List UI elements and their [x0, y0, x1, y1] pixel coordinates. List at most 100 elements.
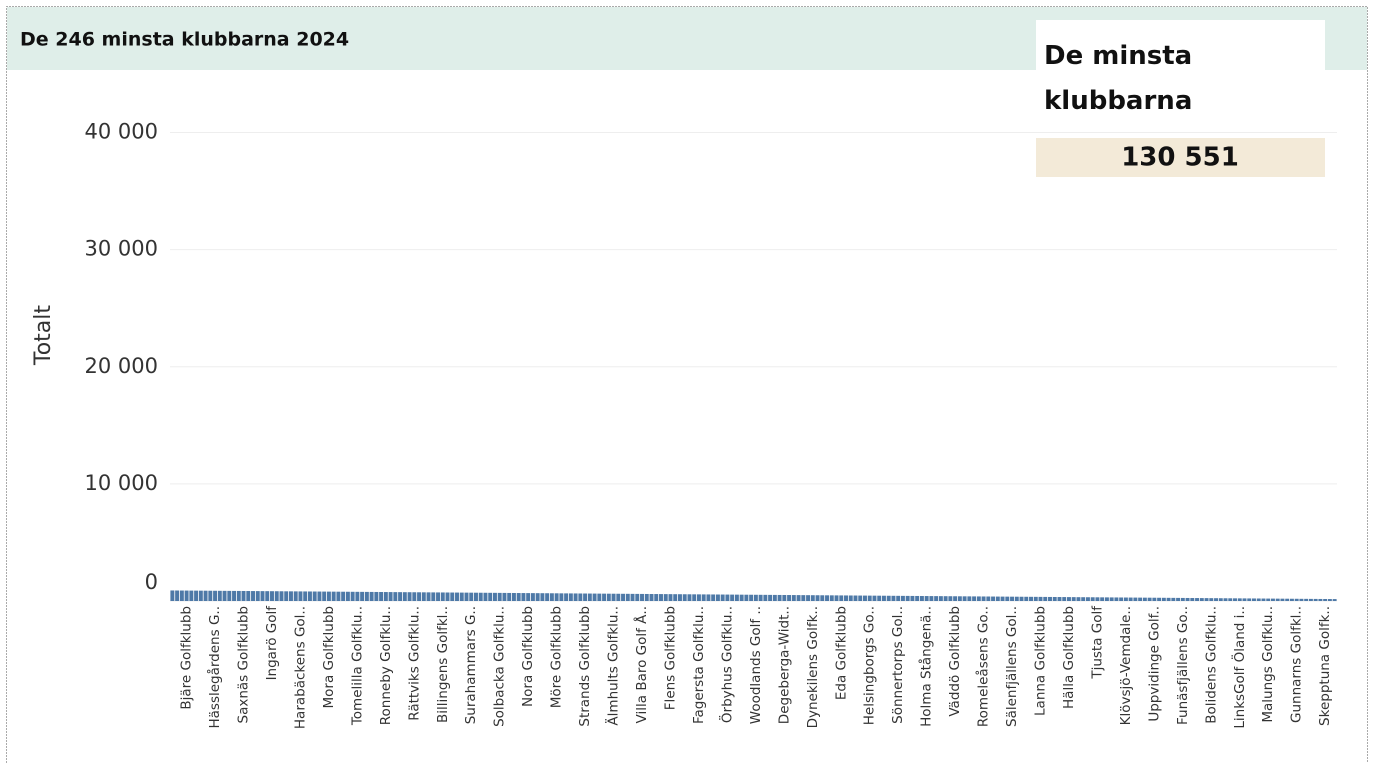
x-tick-label: Funäsfjällens Go..	[1175, 606, 1191, 725]
bar	[222, 590, 227, 601]
bar	[1304, 598, 1309, 601]
bar	[184, 590, 189, 601]
bar	[1285, 598, 1290, 601]
bar	[659, 594, 663, 601]
kpi-value: 130 551	[1121, 143, 1239, 173]
bar	[1266, 598, 1271, 601]
x-tick-label: LinksGolf Öland i..	[1230, 606, 1248, 729]
bar	[711, 594, 716, 601]
bar	[1180, 597, 1185, 601]
kpi-value-box	[1036, 138, 1325, 177]
x-tick-label: Saxnäs Golfklubb	[236, 606, 252, 723]
bar	[464, 592, 469, 601]
y-tick-label: 0	[145, 570, 158, 594]
bar	[967, 596, 972, 601]
bar	[592, 593, 597, 601]
bar	[995, 596, 1000, 601]
bar	[1090, 597, 1095, 601]
bar	[649, 594, 654, 601]
x-tick-label: Sönnertorps Gol..	[890, 606, 906, 724]
x-tick-label: Tjusta Golf	[1089, 605, 1105, 680]
bar	[540, 593, 545, 601]
bar	[839, 595, 844, 601]
bar	[426, 592, 431, 601]
bar	[687, 594, 692, 601]
x-tick-label: Eda Golfklubb	[833, 606, 849, 700]
bar	[1289, 598, 1294, 601]
bar	[1019, 596, 1024, 601]
bar	[279, 591, 284, 601]
bar	[715, 594, 720, 601]
bar	[393, 592, 398, 601]
bar	[696, 594, 701, 601]
bar	[1010, 596, 1015, 601]
bar	[915, 595, 920, 601]
bar	[1029, 596, 1033, 601]
bar	[564, 593, 569, 601]
bar	[379, 592, 384, 601]
bar	[455, 592, 459, 601]
bar	[1119, 597, 1124, 601]
bar	[753, 594, 758, 601]
bar	[900, 595, 905, 601]
bar	[265, 591, 270, 601]
bar	[1171, 597, 1176, 601]
bar	[545, 593, 550, 601]
bar	[948, 596, 953, 601]
bar	[1161, 597, 1166, 601]
bar	[298, 591, 303, 601]
bar	[559, 593, 564, 601]
x-tick-label: Dynekilens Golfk..	[805, 606, 821, 728]
bar	[981, 596, 986, 601]
bar	[488, 592, 493, 601]
kpi-box	[1036, 20, 1325, 130]
bar	[640, 593, 644, 601]
bar	[730, 594, 735, 601]
bar	[863, 595, 867, 601]
x-tick-label: Skepptuna Golfk..	[1317, 606, 1333, 726]
bar	[1275, 598, 1280, 601]
bar	[213, 590, 218, 601]
x-tick-label: Billingens Golfkl..	[435, 606, 451, 723]
bar	[692, 594, 697, 601]
bar	[568, 593, 573, 601]
bar	[1237, 598, 1242, 601]
bar	[1323, 598, 1328, 601]
bar	[834, 595, 839, 601]
bar	[208, 590, 213, 601]
bar	[1048, 596, 1052, 601]
bar	[1057, 597, 1062, 601]
bar	[345, 591, 350, 601]
bar	[260, 591, 265, 601]
bar	[891, 595, 896, 601]
bar	[1332, 599, 1337, 601]
bar	[635, 593, 640, 601]
bar	[303, 591, 308, 601]
bar	[1066, 597, 1071, 601]
bar	[1076, 597, 1081, 601]
bar	[1123, 597, 1128, 601]
x-tick-label: Örbyhus Golfklu..	[717, 606, 735, 723]
bar	[1270, 598, 1275, 601]
bar	[1104, 597, 1109, 601]
bar	[739, 594, 744, 601]
x-tick-label: Möre Golfklubb	[549, 606, 565, 708]
bar	[630, 593, 635, 601]
bar	[492, 592, 497, 601]
bar	[1209, 598, 1214, 601]
bar	[1100, 597, 1105, 601]
bar	[668, 594, 673, 601]
bar	[953, 596, 958, 601]
y-tick-label: 40 000	[85, 120, 158, 144]
bar	[1071, 597, 1076, 601]
x-tick-label: Bjäre Golfklubb	[179, 606, 195, 710]
bar	[720, 594, 725, 601]
kpi-title: De minsta klubbarna	[1044, 41, 1192, 116]
bar	[1280, 598, 1285, 601]
bar	[232, 590, 237, 601]
bar	[307, 591, 312, 601]
bar	[355, 591, 360, 601]
bar	[1000, 596, 1005, 601]
bar	[1308, 598, 1313, 601]
